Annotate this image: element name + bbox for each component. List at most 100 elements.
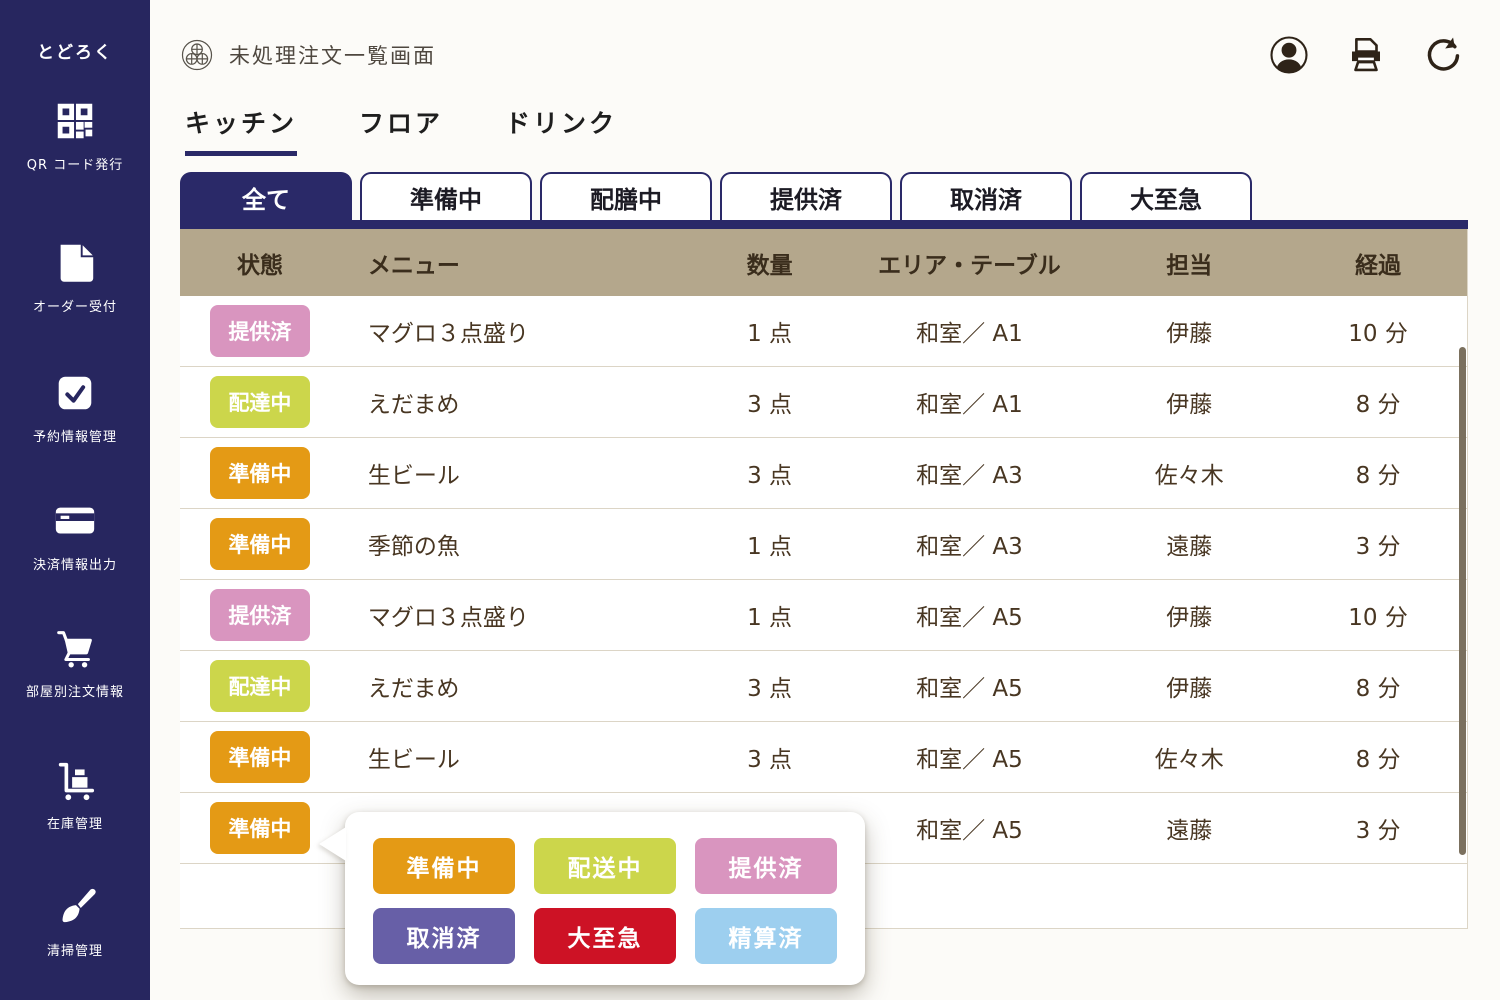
quantity-cell: 1 点	[747, 321, 793, 347]
column-header-5: 経過	[1355, 252, 1402, 279]
inventory-trolley-icon	[52, 757, 98, 803]
table-row[interactable]: 準備中 生ビール 3 点 和室／ A3 佐々木 8 分	[180, 438, 1467, 509]
elapsed-cell: 8 分	[1355, 463, 1401, 489]
staff-cell: 伊藤	[1166, 321, 1213, 347]
filter-tab-4[interactable]: 取消済	[900, 172, 1072, 220]
qr-code-icon	[52, 98, 98, 144]
status-option-1[interactable]: 配送中	[534, 838, 676, 894]
table-row[interactable]: 配達中 えだまめ 3 点 和室／ A5 伊藤 8 分	[180, 651, 1467, 722]
area-table-cell: 和室／ A5	[916, 676, 1023, 702]
menu-cell: マグロ３点盛り	[367, 321, 529, 347]
filter-tab-5[interactable]: 大至急	[1080, 172, 1252, 220]
area-table-cell: 和室／ A5	[916, 818, 1023, 844]
menu-cell: 生ビール	[367, 463, 460, 489]
table-row[interactable]: 配達中 えだまめ 3 点 和室／ A1 伊藤 8 分	[180, 367, 1467, 438]
status-option-0[interactable]: 準備中	[373, 838, 515, 894]
area-table-cell: 和室／ A3	[916, 463, 1023, 489]
tab-underline-bar	[180, 220, 1468, 229]
status-popup-options: 準備中 配送中 提供済取消済 大至急 精算済	[345, 812, 865, 990]
menu-cell: えだまめ	[367, 392, 460, 418]
header-actions	[1268, 34, 1464, 76]
elapsed-cell: 8 分	[1355, 676, 1401, 702]
table-row[interactable]: 提供済 マグロ３点盛り 1 点 和室／ A1 伊藤 10 分	[180, 296, 1467, 367]
status-badge[interactable]: 準備中	[209, 802, 310, 854]
table-rows: 提供済 マグロ３点盛り 1 点 和室／ A1 伊藤 10 分 配達中 えだまめ …	[180, 296, 1467, 864]
area-table-cell: 和室／ A5	[916, 747, 1023, 773]
elapsed-cell: 8 分	[1355, 392, 1401, 418]
sidebar: とどろく QR コード発行 オーダー受付 予約情報管理 決済情報出力 部屋別注文…	[0, 0, 150, 1000]
popup-caret	[319, 827, 346, 861]
status-option-4[interactable]: 大至急	[534, 908, 676, 964]
user-avatar-icon	[1268, 34, 1310, 76]
status-badge[interactable]: 準備中	[209, 731, 310, 783]
status-option-2[interactable]: 提供済	[695, 838, 837, 894]
sidebar-item-qr-code[interactable]: QR コード発行	[0, 98, 150, 173]
sidebar-item-payment-card[interactable]: 決済情報出力	[0, 498, 150, 573]
staff-cell: 伊藤	[1166, 676, 1213, 702]
filter-tab-2[interactable]: 配膳中	[540, 172, 712, 220]
menu-cell: マグロ３点盛り	[367, 605, 529, 631]
sidebar-item-order-document[interactable]: オーダー受付	[0, 240, 150, 315]
category-tab-2[interactable]: ドリンク	[505, 109, 618, 138]
sidebar-item-reservation-check[interactable]: 予約情報管理	[0, 370, 150, 445]
category-tab-0[interactable]: キッチン	[185, 104, 298, 156]
table-row[interactable]: 準備中 生ビール 3 点 和室／ A5 佐々木 8 分	[180, 722, 1467, 793]
area-table-cell: 和室／ A1	[916, 392, 1023, 418]
menu-cell: 生ビール	[367, 747, 460, 773]
sidebar-item-cleaning-brush[interactable]: 清掃管理	[0, 884, 150, 959]
user-avatar-button[interactable]	[1268, 34, 1310, 76]
table-row[interactable]: 準備中 季節の魚 1 点 和室／ A3 遠藤 3 分	[180, 509, 1467, 580]
filter-tab-0[interactable]: 全て	[180, 172, 352, 220]
quantity-cell: 1 点	[747, 605, 793, 631]
status-popup: 準備中 配送中 提供済取消済 大至急 精算済	[319, 812, 865, 985]
status-option-3[interactable]: 取消済	[373, 908, 515, 964]
page-header: 未処理注文一覧画面	[180, 38, 436, 72]
column-header-3: エリア・テーブル	[878, 252, 1061, 279]
printer-button[interactable]	[1345, 34, 1387, 76]
quantity-cell: 1 点	[747, 534, 793, 560]
table-scrollbar-thumb[interactable]	[1459, 347, 1466, 855]
sidebar-item-inventory-trolley[interactable]: 在庫管理	[0, 757, 150, 832]
elapsed-cell: 10 分	[1348, 321, 1408, 347]
table-header: 状態 メニュー 数量 エリア・テーブル 担当 経過	[180, 229, 1467, 296]
column-header-4: 担当	[1166, 252, 1213, 279]
staff-cell: 伊藤	[1166, 392, 1213, 418]
refresh-button[interactable]	[1422, 34, 1464, 76]
staff-cell: 遠藤	[1166, 534, 1213, 560]
staff-cell: 伊藤	[1166, 605, 1213, 631]
filter-tab-3[interactable]: 提供済	[720, 172, 892, 220]
status-badge[interactable]: 配達中	[209, 660, 310, 712]
app-name: とどろく	[37, 43, 113, 63]
status-badge[interactable]: 提供済	[209, 305, 310, 357]
page-title: 未処理注文一覧画面	[229, 44, 436, 68]
sidebar-item-room-order-cart[interactable]: 部屋別注文情報	[0, 625, 150, 700]
table-row[interactable]: 提供済 マグロ３点盛り 1 点 和室／ A5 伊藤 10 分	[180, 580, 1467, 651]
status-badge[interactable]: 準備中	[209, 518, 310, 570]
area-table-cell: 和室／ A5	[916, 605, 1023, 631]
reservation-check-icon	[52, 370, 98, 416]
elapsed-cell: 3 分	[1355, 818, 1401, 844]
quantity-cell: 3 点	[747, 463, 793, 489]
status-badge[interactable]: 準備中	[209, 447, 310, 499]
quantity-cell: 3 点	[747, 392, 793, 418]
status-option-5[interactable]: 精算済	[695, 908, 837, 964]
filter-tab-1[interactable]: 準備中	[360, 172, 532, 220]
column-header-2: 数量	[746, 252, 793, 279]
elapsed-cell: 8 分	[1355, 747, 1401, 773]
area-table-cell: 和室／ A3	[916, 534, 1023, 560]
status-badge[interactable]: 配達中	[209, 376, 310, 428]
cleaning-brush-icon	[52, 884, 98, 930]
category-tabs: キッチン フロア ドリンク	[185, 104, 617, 156]
status-filter-tabs: 全て 準備中 配膳中 提供済 取消済 大至急	[180, 172, 1468, 220]
quantity-cell: 3 点	[747, 676, 793, 702]
order-document-icon	[52, 240, 98, 286]
staff-cell: 遠藤	[1166, 818, 1213, 844]
printer-icon	[1345, 34, 1387, 76]
area-table-cell: 和室／ A1	[916, 321, 1023, 347]
category-tab-1[interactable]: フロア	[359, 109, 444, 138]
elapsed-cell: 10 分	[1348, 605, 1408, 631]
main-content: 未処理注文一覧画面 キッチン フロア ドリンク 全て 準備中 配膳中 提供済 取消済 大至急 …	[150, 0, 1500, 1000]
refresh-icon	[1422, 34, 1464, 76]
status-badge[interactable]: 提供済	[209, 589, 310, 641]
